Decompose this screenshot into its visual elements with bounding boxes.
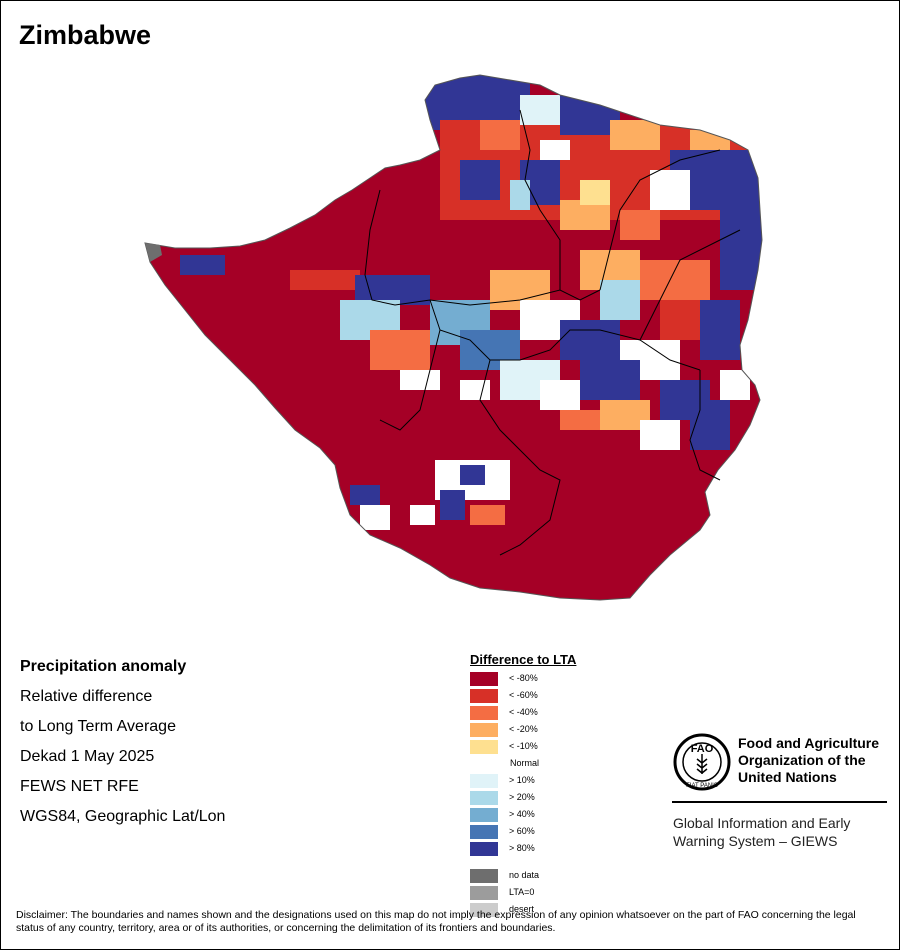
- legend-label: < -60%: [509, 690, 538, 700]
- legend-label: no data: [509, 870, 540, 880]
- northern-anomaly-patches: [420, 75, 762, 290]
- info-source: FEWS NET RFE: [20, 778, 139, 795]
- legend-title: Difference to LTA: [470, 652, 577, 667]
- legend-label: < -10%: [509, 741, 538, 751]
- legend-label: > 20%: [509, 792, 535, 802]
- anomaly-map: [144, 74, 763, 601]
- legend-item: > 10%: [470, 774, 590, 788]
- legend-swatch: [470, 869, 498, 883]
- legend-label: > 60%: [509, 826, 535, 836]
- fao-name: Food and Agriculture Organization of the…: [738, 735, 879, 786]
- legend-item: > 20%: [470, 791, 590, 805]
- legend-item: < -40%: [470, 706, 590, 720]
- fao-motto: FIAT PANIS: [686, 783, 718, 789]
- legend-swatch: [470, 791, 498, 805]
- legend-swatch: [470, 706, 498, 720]
- legend-item: desert: [470, 903, 590, 917]
- province-boundaries: [364, 109, 741, 556]
- info-dekad: Dekad 1 May 2025: [20, 748, 155, 765]
- legend-swatch: [470, 774, 498, 788]
- map-info-block: Precipitation anomaly Relative differenc…: [20, 656, 225, 836]
- disclaimer: Disclaimer: The boundaries and names sho…: [16, 909, 856, 934]
- legend-swatch: [470, 886, 498, 900]
- legend-item: < -60%: [470, 689, 590, 703]
- legend-label: > 10%: [509, 775, 535, 785]
- legend-label: desert: [509, 904, 535, 914]
- legend-label: Normal: [510, 758, 540, 768]
- legend-swatch: [470, 757, 498, 771]
- legend-swatch: [470, 903, 498, 917]
- info-line1: Relative difference: [20, 688, 153, 705]
- no-data-patch: [145, 243, 162, 262]
- legend-label: < -20%: [509, 724, 538, 734]
- map-title: Zimbabwe: [19, 20, 152, 50]
- legend-item: < -80%: [470, 672, 590, 686]
- fao-divider: [672, 801, 887, 803]
- info-line2: to Long Term Average: [20, 718, 176, 735]
- legend-swatch: [470, 842, 498, 856]
- legend-item: > 40%: [470, 808, 590, 822]
- info-heading: Precipitation anomaly: [20, 658, 187, 675]
- giews-line1: Global Information and Early: [673, 815, 851, 831]
- legend-label: > 40%: [509, 809, 535, 819]
- giews-name: Global Information and Early Warning Sys…: [673, 814, 850, 850]
- legend-swatch: [470, 723, 498, 737]
- legend-label: < -80%: [509, 673, 538, 683]
- legend-swatch: [470, 825, 498, 839]
- legend-item: no data: [470, 869, 590, 883]
- legend-item: > 80%: [470, 842, 590, 856]
- info-projection: WGS84, Geographic Lat/Lon: [20, 808, 226, 825]
- giews-line2: Warning System – GIEWS: [673, 833, 838, 849]
- fao-name-line1: Food and Agriculture: [738, 735, 880, 751]
- legend-item: < -10%: [470, 740, 590, 754]
- fao-logo-letters: FAO: [691, 743, 714, 755]
- central-anomaly-patches: [290, 250, 750, 450]
- legend-label: < -40%: [509, 707, 538, 717]
- legend-item: > 60%: [470, 825, 590, 839]
- legend-item: LTA=0: [470, 886, 590, 900]
- legend-swatch: [470, 740, 498, 754]
- fao-name-line2: Organization of the: [738, 752, 866, 768]
- legend-item: Normal: [470, 757, 590, 771]
- legend-label: LTA=0: [509, 887, 535, 897]
- legend-swatch: [470, 672, 498, 686]
- legend-swatch: [470, 808, 498, 822]
- country-outline: [144, 74, 763, 601]
- legend-label: > 80%: [509, 843, 535, 853]
- fao-name-line3: United Nations: [738, 769, 837, 785]
- southern-anomaly-patches: [180, 255, 510, 530]
- legend-item: < -20%: [470, 723, 590, 737]
- legend-swatch: [470, 689, 498, 703]
- fao-logo: FAO FIAT PANIS: [673, 733, 731, 791]
